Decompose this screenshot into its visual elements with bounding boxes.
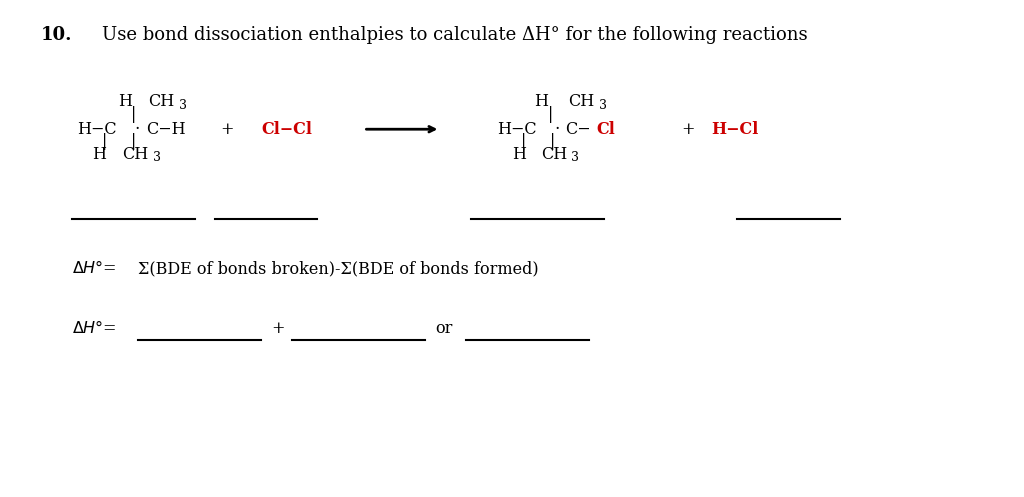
Text: H−C: H−C bbox=[77, 121, 117, 138]
Text: |: | bbox=[102, 133, 108, 150]
Text: H−Cl: H−Cl bbox=[712, 121, 759, 138]
Text: Use bond dissociation enthalpies to calculate ΔH° for the following reactions: Use bond dissociation enthalpies to calc… bbox=[102, 26, 808, 44]
Text: CH: CH bbox=[122, 146, 148, 163]
Text: C−H: C−H bbox=[146, 121, 186, 138]
Text: +: + bbox=[220, 121, 233, 138]
Text: CH: CH bbox=[541, 146, 567, 163]
Text: CH: CH bbox=[568, 93, 595, 110]
Text: ·: · bbox=[130, 121, 145, 138]
Text: 3: 3 bbox=[179, 99, 187, 112]
Text: or: or bbox=[435, 320, 453, 336]
Text: 3: 3 bbox=[571, 151, 580, 164]
Text: C−: C− bbox=[565, 121, 591, 138]
Text: Cl: Cl bbox=[596, 121, 614, 138]
Text: Σ(BDE of bonds broken)-Σ(BDE of bonds formed): Σ(BDE of bonds broken)-Σ(BDE of bonds fo… bbox=[138, 260, 539, 277]
Text: H: H bbox=[535, 93, 549, 110]
Text: +: + bbox=[271, 320, 285, 336]
Text: 3: 3 bbox=[599, 99, 607, 112]
Text: 10.: 10. bbox=[41, 26, 73, 44]
Text: Cl−Cl: Cl−Cl bbox=[261, 121, 312, 138]
Text: |: | bbox=[131, 106, 136, 123]
Text: H: H bbox=[92, 146, 106, 163]
Text: |: | bbox=[550, 133, 555, 150]
Text: ·: · bbox=[550, 121, 565, 138]
Text: $\Delta H°$=: $\Delta H°$= bbox=[72, 320, 117, 336]
Text: CH: CH bbox=[148, 93, 175, 110]
Text: H: H bbox=[512, 146, 526, 163]
Text: H: H bbox=[118, 93, 132, 110]
Text: |: | bbox=[131, 133, 136, 150]
Text: H−C: H−C bbox=[497, 121, 537, 138]
Text: +: + bbox=[681, 121, 694, 138]
Text: |: | bbox=[521, 133, 526, 150]
Text: |: | bbox=[548, 106, 553, 123]
Text: 3: 3 bbox=[153, 151, 161, 164]
Text: $\Delta H°$=: $\Delta H°$= bbox=[72, 260, 117, 277]
